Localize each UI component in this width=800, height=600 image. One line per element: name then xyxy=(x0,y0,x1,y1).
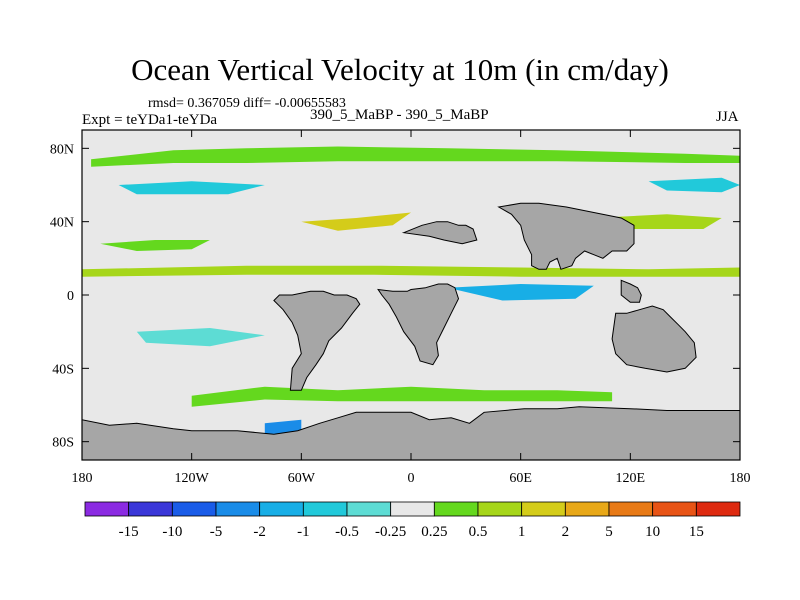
stats-label: rmsd= 0.367059 diff= -0.00655583 xyxy=(148,96,346,111)
y-tick-label: 40S xyxy=(52,362,74,377)
positive-anomaly-band xyxy=(301,212,411,231)
colorbar-label: -0.5 xyxy=(335,524,359,540)
colorbar-swatch xyxy=(302,501,348,517)
y-tick-label: 0 xyxy=(67,289,74,304)
land-eurasia-east xyxy=(497,202,635,270)
y-tick-label: 80N xyxy=(50,142,74,157)
land-masses xyxy=(82,202,740,460)
colorbar-swatch xyxy=(652,501,697,517)
colorbar-swatch xyxy=(564,501,610,517)
colorbar-swatch xyxy=(128,501,173,517)
x-tick-label: 60E xyxy=(509,471,532,486)
colorbar-swatch xyxy=(433,501,479,517)
colorbar-swatch xyxy=(215,501,261,517)
x-tick-label: 0 xyxy=(408,471,415,486)
chart-title: Ocean Vertical Velocity at 10m (in cm/da… xyxy=(131,52,669,87)
x-tick-label: 120W xyxy=(175,471,210,486)
colorbar-swatch xyxy=(84,501,130,517)
cases-label: 390_5_MaBP - 390_5_MaBP xyxy=(310,107,489,123)
positive-anomaly-band xyxy=(82,265,740,277)
positive-anomaly-band xyxy=(91,146,740,167)
y-tick-label: 80S xyxy=(52,436,74,451)
colorbar-swatch xyxy=(608,501,654,517)
colorbar-label: 2 xyxy=(562,524,570,540)
colorbar-label: -5 xyxy=(210,524,223,540)
x-tick-label: 180 xyxy=(730,471,751,486)
negative-anomaly-band xyxy=(447,284,594,301)
negative-anomaly-band xyxy=(264,419,302,435)
land-east-asia xyxy=(620,279,642,303)
x-tick-label: 180 xyxy=(72,471,93,486)
negative-anomaly-band xyxy=(136,328,265,347)
land-australia xyxy=(611,305,697,373)
colorbar-label: -1 xyxy=(297,524,310,540)
colorbar-label: 15 xyxy=(689,524,704,540)
y-tick-label: 40N xyxy=(50,216,74,231)
colorbar-swatch xyxy=(171,501,217,517)
season-label: JJA xyxy=(716,109,739,125)
positive-anomaly-band xyxy=(191,386,613,407)
colorbar-label: -0.25 xyxy=(375,524,406,540)
colorbar-swatch xyxy=(259,501,304,517)
x-tick-label: 120E xyxy=(616,471,646,486)
colorbar-swatch xyxy=(346,501,392,517)
colorbar-swatch xyxy=(695,501,741,517)
colorbar-label: 0.25 xyxy=(421,524,447,540)
negative-anomaly-band xyxy=(648,177,740,193)
colorbar-label: -15 xyxy=(119,524,139,540)
colorbar-label: 0.5 xyxy=(469,524,488,540)
colorbar-label: 1 xyxy=(518,524,526,540)
colorbar: -15 -10 -5 -2 -1 -0.5 -0.25 0.25 0.5 1 2 5 10 15 xyxy=(84,501,741,540)
land-antarctica xyxy=(82,406,740,460)
negative-anomaly-band xyxy=(118,181,265,195)
axes-layer: 180 120W 60W 0 60E 120E 180 80N 40N 0 40S 80S xyxy=(50,130,751,486)
colorbar-label: -10 xyxy=(162,524,182,540)
experiment-label: Expt = teYDa1-teYDa xyxy=(82,112,218,128)
colorbar-label: 5 xyxy=(605,524,613,540)
colorbar-swatch xyxy=(390,501,435,517)
x-tick-label: 60W xyxy=(288,471,316,486)
land-africa xyxy=(377,283,460,366)
anomaly-bands xyxy=(82,146,740,438)
land-south-america xyxy=(273,290,361,391)
map-layer xyxy=(81,129,741,461)
colorbar-label: -2 xyxy=(253,524,266,540)
colorbar-swatch xyxy=(477,501,523,517)
positive-anomaly-band xyxy=(100,240,210,251)
land-europe-west xyxy=(401,221,478,245)
colorbar-label: 10 xyxy=(645,524,660,540)
colorbar-swatch xyxy=(521,501,566,517)
